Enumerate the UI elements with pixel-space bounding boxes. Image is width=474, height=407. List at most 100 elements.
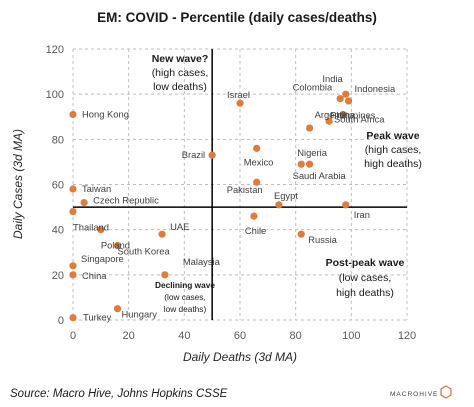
x-tick-label: 80 xyxy=(290,330,302,342)
point-label-iran: Iran xyxy=(354,209,370,220)
point-label-israel: Israel xyxy=(227,89,250,100)
annotation-peak-wave-title: Peak wave xyxy=(366,130,419,142)
point-indonesia xyxy=(344,97,353,105)
point-label-egypt: Egypt xyxy=(274,190,298,201)
annotation-post-peak-line2: high deaths) xyxy=(336,287,394,299)
logo-text: MACROHIVE xyxy=(390,391,438,398)
point-label-hungary: Hungary xyxy=(122,309,158,320)
point-label-thailand: Thailand xyxy=(73,222,109,233)
point-philippines xyxy=(325,117,333,125)
annotation-post-peak-wave: Post-peak wave (low cases, high deaths) xyxy=(326,257,405,299)
point-iran xyxy=(342,201,350,209)
grid xyxy=(72,48,408,321)
x-tick-label: 40 xyxy=(178,330,190,342)
hexagon-icon xyxy=(440,385,452,399)
point-hong-kong xyxy=(69,110,77,119)
data-points xyxy=(69,90,353,322)
point-pakistan xyxy=(253,178,261,186)
point-hungary xyxy=(113,305,122,313)
y-tick-label: 100 xyxy=(46,89,64,101)
x-tick-label: 100 xyxy=(342,330,360,342)
annotation-new-wave-line2: low deaths) xyxy=(153,81,207,93)
point-label-south-africa: South Africa xyxy=(334,113,385,124)
annotation-peak-wave-line1: (high cases, xyxy=(365,144,422,156)
point-chile xyxy=(250,212,258,220)
y-tick-label: 0 xyxy=(58,315,64,327)
point-south-africa xyxy=(339,110,347,119)
point-label-russia: Russia xyxy=(308,234,337,245)
point-label-hong-kong: Hong Kong xyxy=(82,108,129,119)
point-colombia xyxy=(336,95,344,103)
point-label-chile: Chile xyxy=(245,225,266,236)
point-thailand xyxy=(69,208,77,216)
point-label-south-korea: South Korea xyxy=(118,245,171,256)
point-brazil xyxy=(208,151,216,159)
point-label-china: China xyxy=(82,270,107,281)
point-label-saudi-arabia: Saudi Arabia xyxy=(293,170,347,181)
point-label-turkey: Turkey xyxy=(83,312,112,323)
annotation-new-wave-title: New wave? xyxy=(152,53,209,65)
y-axis-label: Daily Cases (3d MA) xyxy=(11,129,25,239)
point-label-colombia: Colombia xyxy=(293,82,333,93)
x-tick-label: 0 xyxy=(70,330,76,342)
point-label-singapore: Singapore xyxy=(81,253,124,264)
y-tick-label: 80 xyxy=(52,134,64,146)
point-russia xyxy=(297,230,305,238)
point-nigeria xyxy=(297,160,305,168)
point-india xyxy=(342,90,350,98)
annotation-peak-wave-line2: high deaths) xyxy=(364,158,422,170)
x-axis-label: Daily Deaths (3d MA) xyxy=(183,350,297,364)
macro-hive-logo: MACROHIVE xyxy=(390,385,452,399)
reference-lines xyxy=(73,49,407,320)
y-tick-label: 120 xyxy=(46,44,64,56)
source-note: Source: Macro Hive, Johns Hopkins CSSE xyxy=(10,388,228,400)
point-egypt xyxy=(275,201,283,209)
point-taiwan xyxy=(69,185,77,193)
point-label-mexico: Mexico xyxy=(244,156,274,167)
point-singapore xyxy=(69,262,77,270)
point-label-indonesia: Indonesia xyxy=(355,83,396,94)
point-mexico xyxy=(253,144,261,152)
point-south-korea xyxy=(113,241,122,250)
x-tick-label: 20 xyxy=(123,330,135,342)
annotation-declining-line2: low deaths) xyxy=(164,304,207,314)
point-label-philippines: Philippines xyxy=(330,109,376,120)
point-label-czech-republic: Czech Republic xyxy=(93,195,159,206)
x-axis-ticks: 0 20 40 60 80 100 120 xyxy=(70,330,416,342)
point-czech-republic xyxy=(80,198,88,207)
point-argentina xyxy=(305,124,314,132)
point-israel xyxy=(236,99,244,107)
x-tick-label: 60 xyxy=(234,330,246,342)
point-label-malaysia: Malaysia xyxy=(183,256,221,267)
annotation-declining-line1: (low cases, xyxy=(164,292,206,302)
point-china xyxy=(69,271,77,279)
annotation-new-wave: New wave? (high cases, low deaths) xyxy=(152,53,209,93)
point-label-pakistan: Pakistan xyxy=(227,184,263,195)
point-label-taiwan: Taiwan xyxy=(82,183,111,194)
point-label-poland: Poland xyxy=(101,240,130,251)
annotation-declining-title: Declining wave xyxy=(155,280,215,290)
point-malaysia xyxy=(161,271,169,279)
point-uae xyxy=(158,230,166,238)
x-tick-label: 120 xyxy=(398,330,416,342)
y-tick-label: 60 xyxy=(52,180,64,192)
y-tick-label: 20 xyxy=(52,270,64,282)
annotation-new-wave-line1: (high cases, xyxy=(152,67,209,79)
annotation-peak-wave: Peak wave (high cases, high deaths) xyxy=(364,130,422,170)
point-turkey xyxy=(69,314,77,322)
point-label-nigeria: Nigeria xyxy=(297,147,327,158)
annotation-post-peak-line1: (low cases, xyxy=(339,272,392,284)
point-label-argentina: Argentina xyxy=(315,109,356,120)
y-axis-ticks: 0 20 40 60 80 100 120 xyxy=(46,44,64,327)
point-saudi-arabia xyxy=(305,160,314,168)
annotation-post-peak-title: Post-peak wave xyxy=(326,257,405,269)
y-tick-label: 40 xyxy=(52,225,64,237)
point-label-india: India xyxy=(322,73,343,84)
point-label-brazil: Brazil xyxy=(182,149,205,160)
point-poland xyxy=(97,226,105,234)
chart-title: EM: COVID - Percentile (daily cases/deat… xyxy=(97,10,377,25)
annotation-declining-wave: Declining wave (low cases, low deaths) xyxy=(155,280,215,314)
point-label-uae: UAE xyxy=(170,221,189,232)
